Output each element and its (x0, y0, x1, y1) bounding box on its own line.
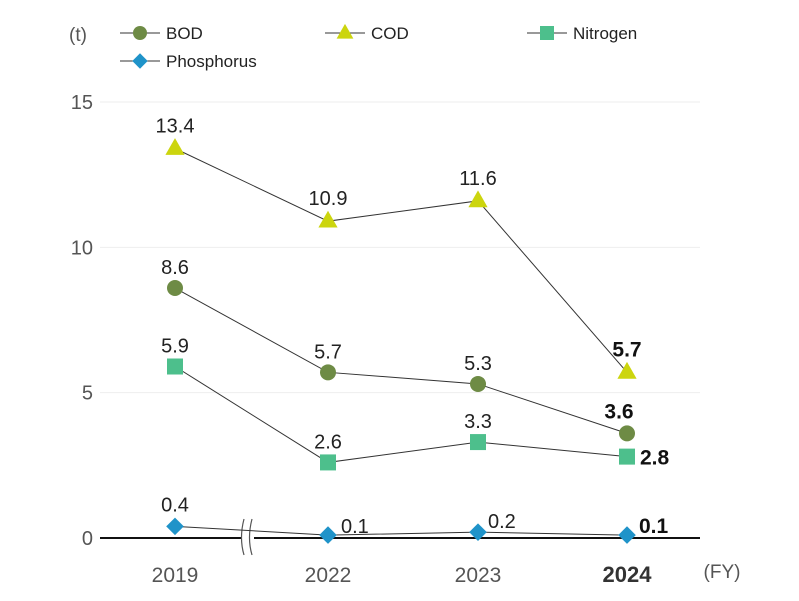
legend-marker-nitrogen (540, 26, 554, 40)
grid-layer (100, 101, 700, 394)
data-point-bod (167, 280, 183, 297)
data-point-phosphorus (618, 526, 636, 544)
legend-item-nitrogen: Nitrogen (527, 24, 637, 43)
data-point-phosphorus (166, 517, 184, 536)
data-label-cod: 5.7 (612, 338, 641, 361)
label-layer: 8.6 5.7 5.3 3.6 13.4 10.9 11.6 5.7 5.9 2.6 3.3 2.8 0… (156, 116, 670, 539)
legend-label: COD (371, 24, 409, 43)
x-unit-label: (FY) (704, 562, 741, 583)
data-point-phosphorus (319, 526, 337, 544)
data-point-nitrogen (619, 448, 635, 465)
data-label-phosphorus: 0.2 (488, 511, 516, 533)
data-label-nitrogen: 5.9 (161, 336, 189, 358)
data-label-nitrogen: 3.3 (464, 411, 492, 433)
legend-label: Phosphorus (166, 52, 257, 71)
data-point-bod (470, 375, 486, 392)
data-label-cod: 10.9 (309, 188, 348, 210)
y-unit-label: (t) (69, 25, 87, 46)
axis-layer: 0 5 10 15 (t) 2019 2022 2023 2024 (FY) (69, 25, 740, 587)
data-point-cod (468, 190, 488, 208)
data-label-phosphorus: 0.4 (161, 494, 189, 516)
data-point-bod (619, 425, 635, 442)
legend-marker-bod (133, 26, 147, 40)
data-point-bod (320, 364, 336, 381)
data-label-phosphorus: 0.1 (639, 515, 669, 538)
data-point-cod (165, 138, 185, 155)
legend-item-phosphorus: Phosphorus (120, 52, 257, 71)
data-label-nitrogen: 2.8 (640, 447, 670, 470)
series-line-cod (174, 148, 628, 373)
axis-break-mark (240, 518, 254, 556)
data-label-cod: 13.4 (156, 116, 195, 138)
data-label-phosphorus: 0.1 (341, 516, 369, 538)
data-label-bod: 8.6 (161, 257, 189, 279)
data-point-phosphorus (469, 523, 487, 541)
y-tick-label: 10 (71, 237, 93, 259)
data-label-bod: 3.6 (604, 400, 633, 423)
legend-item-cod: COD (325, 23, 409, 43)
legend-marker-cod (336, 23, 354, 39)
line-layer (174, 148, 628, 536)
y-tick-label: 5 (82, 383, 93, 405)
data-label-cod: 11.6 (459, 168, 496, 190)
data-point-nitrogen (167, 358, 183, 375)
x-tick-label: 2024 (603, 562, 653, 587)
legend-marker-phosphorus (132, 53, 148, 69)
data-label-bod: 5.7 (314, 341, 342, 363)
x-tick-label: 2023 (455, 564, 502, 587)
marker-layer (165, 138, 637, 544)
legend: BOD COD Nitrogen Phosphorus (120, 23, 637, 71)
data-point-cod (617, 361, 637, 379)
data-label-bod: 5.3 (464, 353, 492, 375)
data-point-nitrogen (470, 434, 486, 451)
y-tick-label: 0 (82, 528, 93, 550)
series-line-phosphorus (174, 525, 628, 536)
y-tick-label: 15 (71, 92, 93, 114)
series-line-bod (174, 287, 628, 434)
data-point-nitrogen (320, 454, 336, 471)
legend-label: BOD (166, 24, 203, 43)
legend-label: Nitrogen (573, 24, 637, 43)
data-point-cod (318, 210, 338, 228)
x-tick-label: 2022 (305, 564, 352, 587)
legend-item-bod: BOD (120, 24, 203, 43)
x-tick-label: 2019 (152, 564, 199, 587)
series-line-nitrogen (174, 366, 628, 463)
data-label-nitrogen: 2.6 (314, 431, 342, 453)
